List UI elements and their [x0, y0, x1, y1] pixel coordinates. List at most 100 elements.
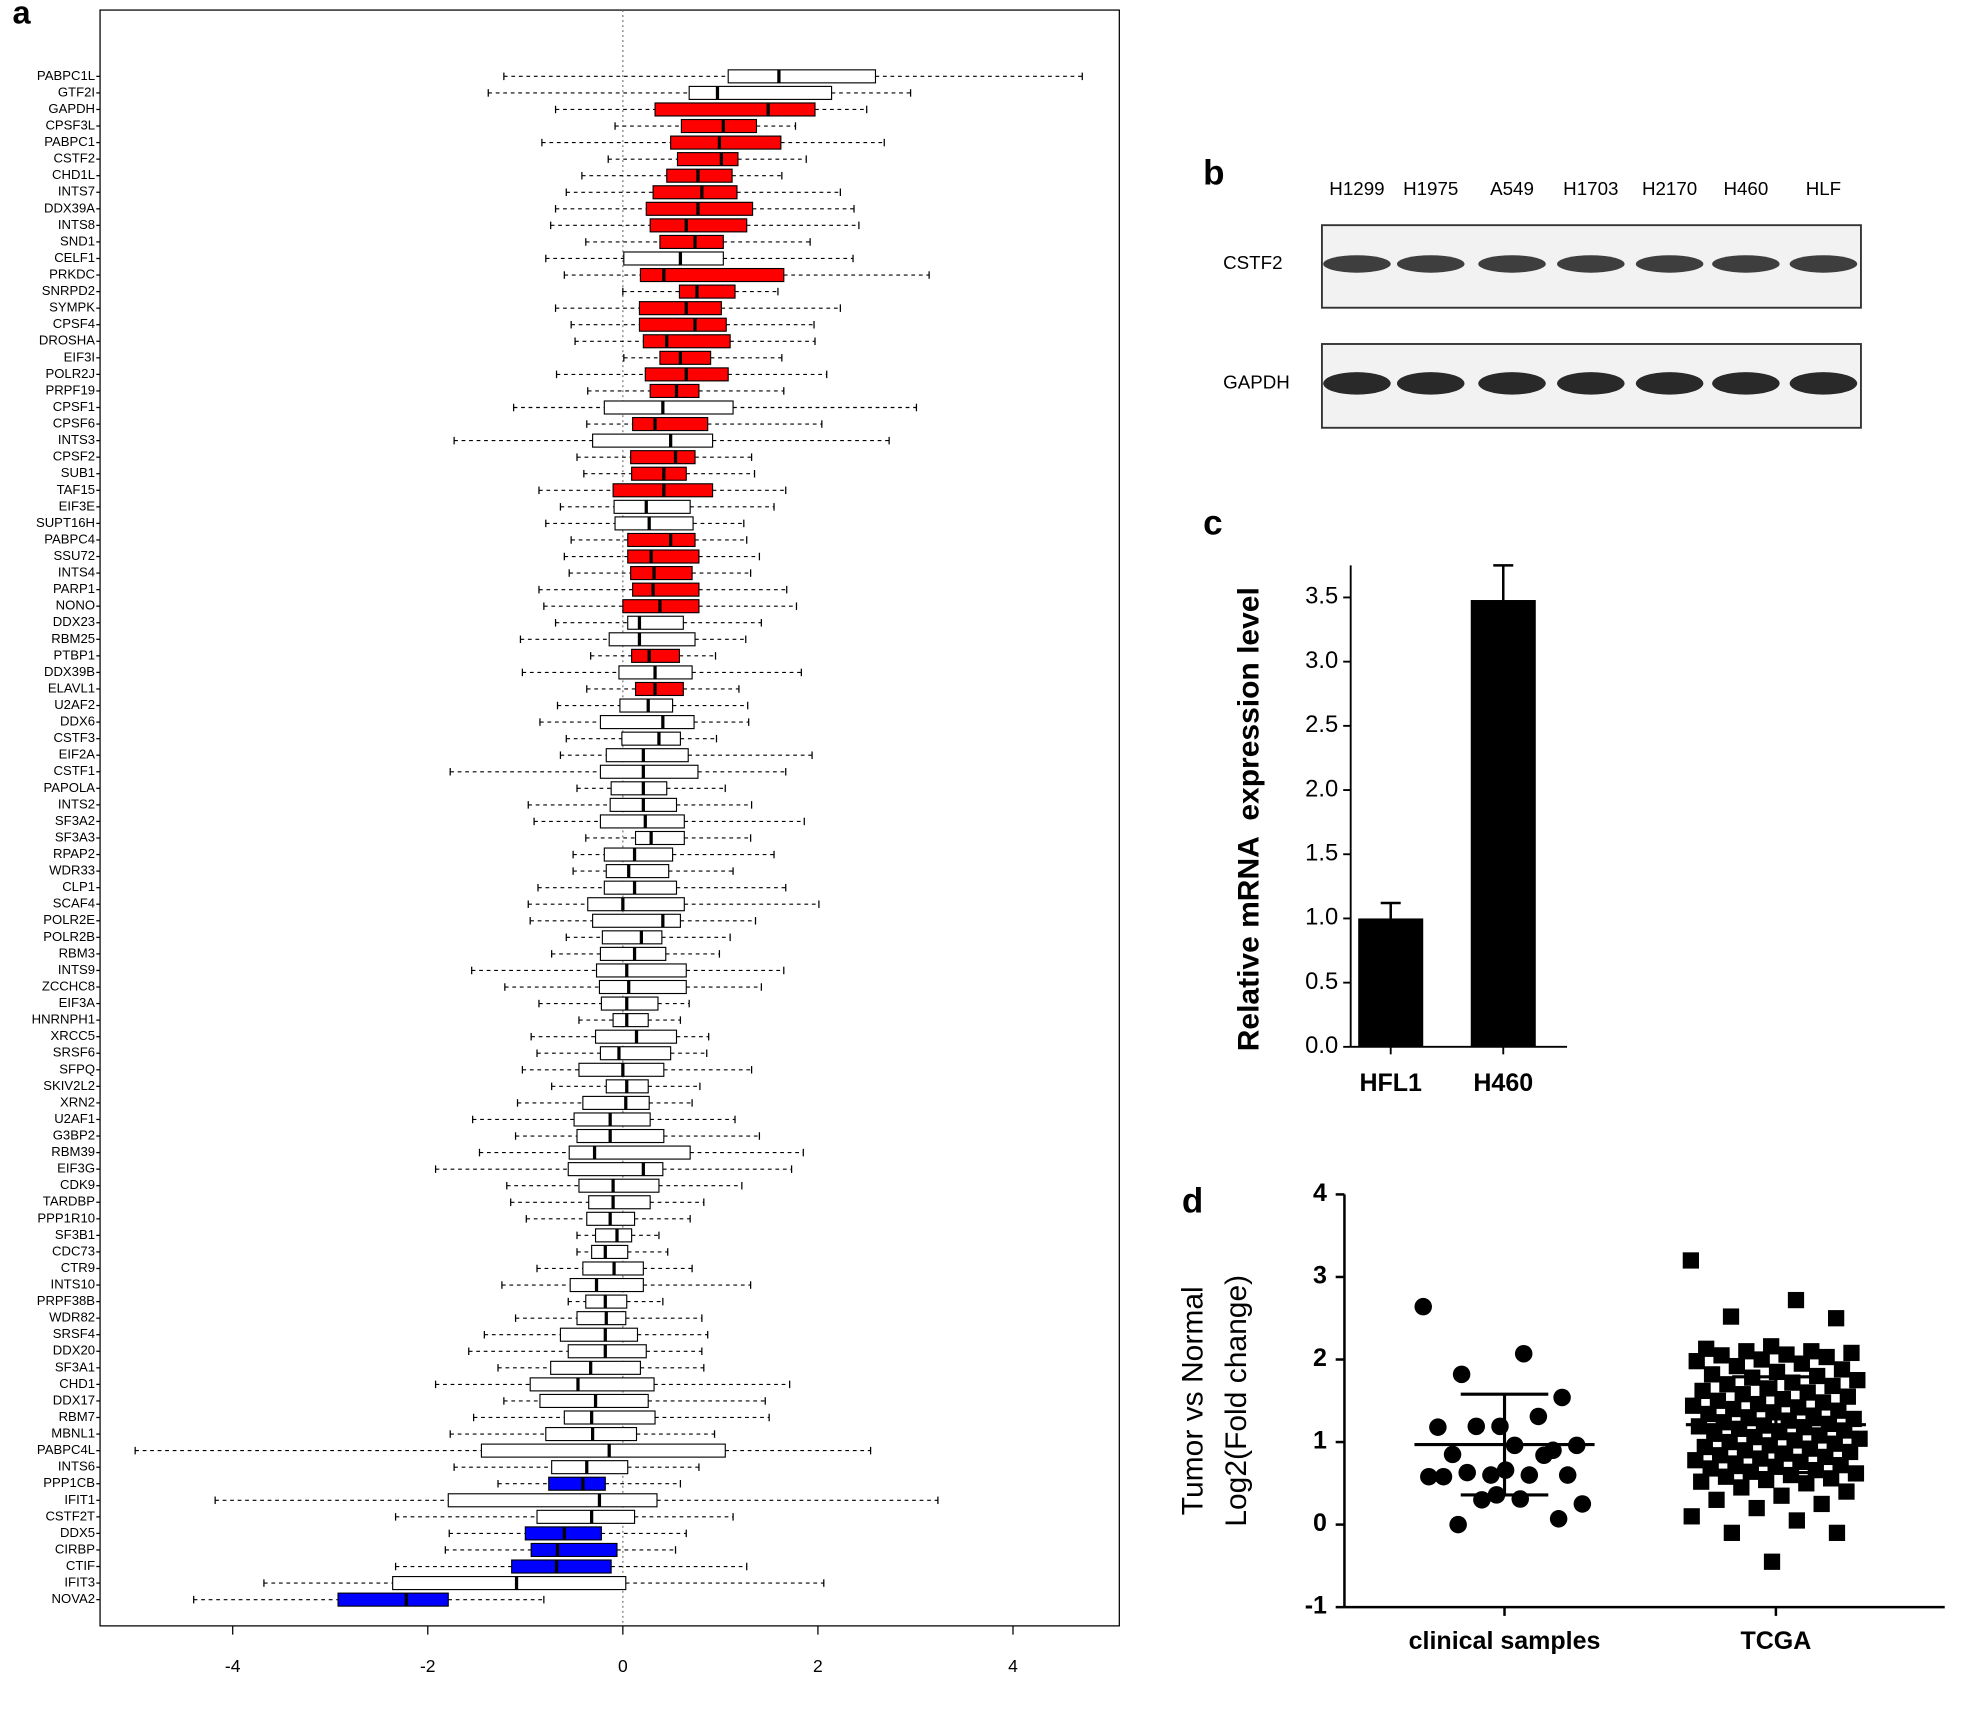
gene-label: DDX17 — [53, 1392, 95, 1407]
box — [627, 532, 696, 548]
box — [639, 267, 785, 283]
box — [621, 731, 681, 746]
y-tick-label: 1.0 — [1305, 904, 1338, 931]
box — [551, 1460, 629, 1475]
gene-label: PABPC4 — [44, 531, 95, 546]
point — [1814, 1394, 1832, 1411]
box — [576, 1311, 627, 1326]
bar — [1470, 600, 1536, 1047]
gene-label: RBM39 — [51, 1144, 95, 1159]
box — [670, 135, 782, 150]
point — [1749, 1395, 1767, 1413]
point — [1511, 1490, 1530, 1508]
gene-label: INTS4 — [58, 565, 95, 580]
gene-label: DDX23 — [53, 614, 95, 629]
y-tick-label: 2.5 — [1305, 711, 1338, 738]
row-label: GAPDH — [1223, 371, 1290, 392]
point — [1788, 1512, 1805, 1529]
point — [1709, 1392, 1727, 1409]
gene-label: SF3A3 — [55, 829, 95, 844]
box — [612, 1013, 649, 1028]
box — [592, 433, 714, 448]
box — [688, 85, 833, 100]
gene-label: INTS10 — [51, 1277, 95, 1292]
point — [1843, 1344, 1860, 1362]
gene-label: SNRPD2 — [42, 283, 95, 298]
box — [603, 400, 734, 415]
point — [1839, 1388, 1856, 1405]
band — [1557, 372, 1625, 395]
x-tick-label: 2 — [813, 1656, 823, 1676]
gene-label: PABPC1 — [44, 134, 95, 149]
x-tick-label: H460 — [1473, 1069, 1533, 1097]
point — [1698, 1340, 1715, 1357]
box — [610, 781, 668, 796]
gene-label: SCAF4 — [53, 896, 95, 911]
box — [627, 549, 700, 564]
gene-label: INTS9 — [58, 962, 95, 977]
gene-label: CHD1 — [59, 1376, 95, 1391]
y-axis-label: Relative mRNA expression level — [1233, 587, 1266, 1051]
gene-label: CPSF2 — [53, 449, 95, 464]
box — [591, 1244, 629, 1259]
point — [1841, 1443, 1859, 1461]
point — [1736, 1442, 1754, 1459]
box — [599, 764, 699, 779]
box — [619, 698, 674, 713]
point — [1758, 1471, 1775, 1489]
point — [1443, 1445, 1462, 1464]
box — [652, 185, 738, 200]
box — [623, 251, 724, 266]
point — [1790, 1399, 1807, 1416]
gene-label: CPSF3L — [45, 117, 95, 132]
point — [1787, 1291, 1805, 1309]
y-tick-label: 1 — [1313, 1427, 1327, 1455]
point — [1776, 1445, 1794, 1462]
box — [599, 814, 685, 829]
gene-label: DDX6 — [60, 714, 95, 729]
gene-label: INTS8 — [58, 217, 95, 232]
box — [649, 218, 748, 233]
gene-label: SKIV2L2 — [43, 1078, 95, 1093]
gene-label: POLR2B — [43, 929, 95, 944]
gene-label: HNRNPH1 — [32, 1012, 95, 1027]
point — [1696, 1438, 1713, 1456]
gene-label: CIRBP — [55, 1541, 95, 1556]
point — [1811, 1427, 1828, 1444]
band — [1635, 372, 1704, 395]
point — [1838, 1483, 1855, 1500]
lane-label: H1975 — [1403, 178, 1458, 199]
band — [1478, 255, 1546, 273]
box — [676, 152, 739, 167]
band — [1712, 255, 1780, 273]
box — [548, 1476, 606, 1491]
box — [595, 963, 687, 978]
box — [608, 632, 696, 647]
gene-label: GAPDH — [48, 101, 95, 116]
gene-label: XRN2 — [60, 1094, 95, 1109]
point — [1434, 1467, 1453, 1486]
point — [1449, 1515, 1467, 1534]
point — [1535, 1446, 1553, 1465]
point — [1849, 1372, 1866, 1389]
point — [1725, 1400, 1742, 1418]
gene-label: SSU72 — [53, 548, 95, 563]
x-tick-label: -4 — [225, 1656, 241, 1676]
box — [447, 1493, 658, 1508]
gene-label: U2AF2 — [54, 697, 95, 712]
gene-label: CDK9 — [60, 1177, 95, 1192]
gene-label: CDC73 — [52, 1243, 95, 1258]
point — [1803, 1343, 1820, 1360]
box — [631, 648, 680, 663]
band — [1478, 372, 1546, 395]
box — [727, 69, 877, 84]
gene-label: PRPF38B — [37, 1293, 96, 1308]
point — [1467, 1417, 1486, 1436]
gene-label: SRSF6 — [53, 1045, 95, 1060]
box — [550, 1360, 641, 1375]
box — [529, 1377, 655, 1392]
gene-label: TAF15 — [57, 482, 95, 497]
point — [1723, 1524, 1740, 1541]
box — [680, 118, 758, 134]
box — [578, 1178, 660, 1193]
